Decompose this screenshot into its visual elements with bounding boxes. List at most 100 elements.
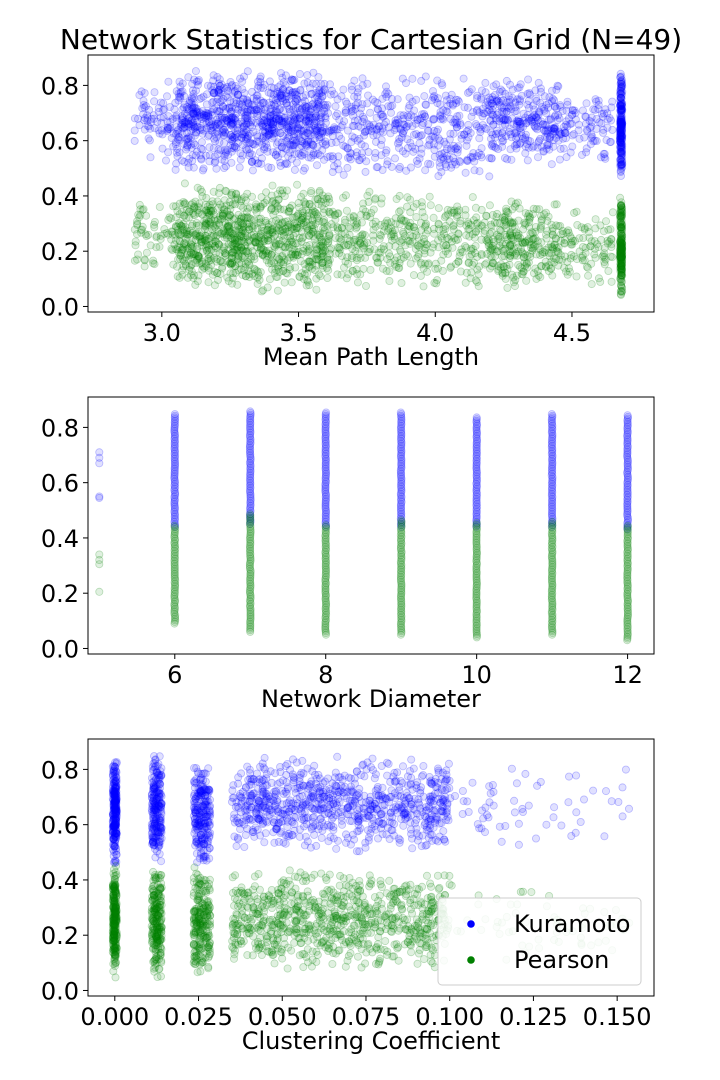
kuramoto-point [616, 86, 625, 95]
kuramoto-point [223, 104, 232, 113]
kuramoto-point [289, 76, 298, 85]
kuramoto-point [223, 116, 232, 125]
kuramoto-point [309, 121, 318, 130]
kuramoto-point [342, 99, 351, 108]
pearson-point [616, 252, 625, 261]
kuramoto-point [404, 104, 413, 113]
kuramoto-point [216, 89, 225, 98]
kuramoto-point [556, 129, 565, 138]
kuramoto-point [204, 111, 213, 120]
kuramoto-point [401, 79, 410, 88]
kuramoto-point [243, 67, 252, 76]
kuramoto-point [296, 151, 305, 160]
kuramoto-point [290, 110, 299, 119]
kuramoto-point [261, 132, 270, 141]
kuramoto-point [290, 116, 299, 125]
pearson-point [363, 248, 372, 257]
kuramoto-point [161, 156, 170, 165]
kuramoto-point [320, 79, 329, 88]
kuramoto-point [201, 108, 210, 117]
kuramoto-point [272, 106, 281, 115]
kuramoto-point [173, 152, 182, 161]
kuramoto-point [215, 82, 224, 91]
pearson-point [255, 214, 264, 223]
kuramoto-point [303, 110, 312, 119]
kuramoto-point [339, 85, 348, 94]
kuramoto-point [547, 410, 556, 419]
kuramoto-point [188, 79, 197, 88]
kuramoto-point [372, 113, 381, 122]
pearson-point [616, 208, 625, 217]
kuramoto-point [184, 137, 193, 146]
kuramoto-point [227, 136, 236, 145]
pearson-point [392, 194, 401, 203]
pearson-point [150, 260, 159, 269]
kuramoto-point [284, 123, 293, 132]
kuramoto-point [247, 157, 256, 166]
kuramoto-point [166, 118, 175, 127]
kuramoto-point [180, 109, 189, 118]
pearson-point [502, 204, 511, 213]
kuramoto-point [301, 117, 310, 126]
kuramoto-point [529, 142, 538, 151]
kuramoto-point [301, 140, 310, 149]
kuramoto-point [243, 98, 252, 107]
pearson-point [456, 216, 465, 225]
kuramoto-point [172, 127, 181, 136]
kuramoto-point [269, 118, 278, 127]
kuramoto-point [253, 77, 262, 86]
kuramoto-point [193, 81, 202, 90]
pearson-point [231, 220, 240, 229]
kuramoto-point [249, 94, 258, 103]
kuramoto-point [232, 143, 241, 152]
kuramoto-point [209, 89, 218, 98]
kuramoto-point [494, 129, 503, 138]
pearson-point [492, 212, 501, 221]
pearson-point [310, 235, 319, 244]
kuramoto-point [433, 94, 442, 103]
pearson-point [590, 237, 599, 246]
pearson-point [396, 206, 405, 215]
pearson-point [204, 234, 213, 243]
kuramoto-point [219, 131, 228, 140]
kuramoto-point [314, 102, 323, 111]
kuramoto-point [191, 86, 200, 95]
kuramoto-point [230, 142, 239, 151]
kuramoto-point [318, 92, 327, 101]
kuramoto-point [334, 152, 343, 161]
kuramoto-point [130, 114, 139, 123]
kuramoto-point [167, 134, 176, 143]
pearson-point [246, 510, 255, 519]
kuramoto-point [215, 121, 224, 130]
kuramoto-point [184, 134, 193, 143]
kuramoto-point [506, 145, 515, 154]
kuramoto-point [226, 130, 235, 139]
kuramoto-point [256, 96, 265, 105]
pearson-point [205, 200, 214, 209]
kuramoto-point [285, 108, 294, 117]
kuramoto-point [206, 124, 215, 133]
pearson-point [287, 236, 296, 245]
kuramoto-point [497, 103, 506, 112]
pearson-point [406, 195, 415, 204]
pearson-point [525, 218, 534, 227]
y-tick-label: 0.2 [41, 580, 79, 608]
kuramoto-point [258, 134, 267, 143]
pearson-point [417, 260, 426, 269]
pearson-point [329, 223, 338, 232]
kuramoto-point [184, 73, 193, 82]
pearson-point [175, 230, 184, 239]
kuramoto-point [153, 117, 162, 126]
kuramoto-point [252, 96, 261, 105]
kuramoto-point [235, 163, 244, 172]
kuramoto-point [197, 138, 206, 147]
kuramoto-point [239, 72, 248, 81]
kuramoto-point [276, 90, 285, 99]
kuramoto-point [190, 101, 199, 110]
pearson-point [322, 194, 331, 203]
pearson-point [421, 219, 430, 228]
kuramoto-point [227, 158, 236, 167]
pearson-point [314, 199, 323, 208]
pearson-point [231, 252, 240, 261]
kuramoto-point [217, 113, 226, 122]
